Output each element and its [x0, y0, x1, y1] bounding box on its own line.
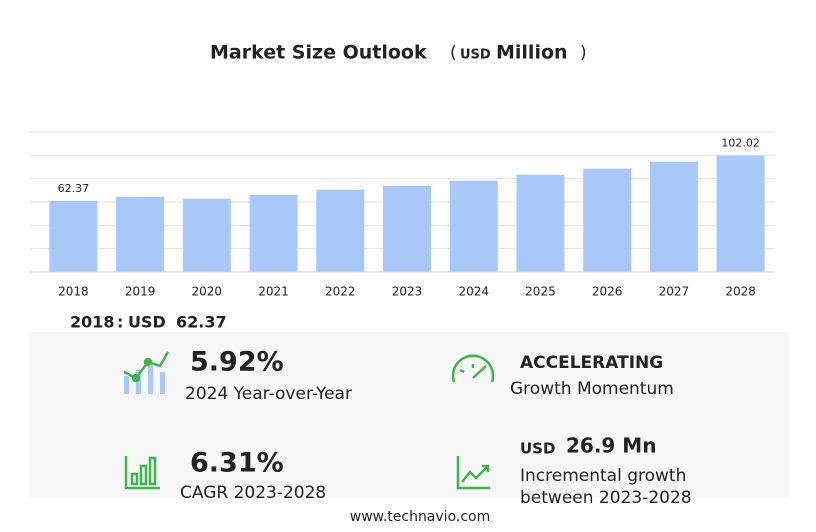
unit-close: ) — [580, 43, 587, 63]
stat-caption: between 2023-2028 — [520, 488, 692, 508]
bar — [249, 194, 298, 272]
x-tick-label: 2020 — [192, 285, 223, 299]
unit-currency: USD — [460, 48, 491, 63]
x-tick-label: 2027 — [659, 285, 690, 299]
bar — [182, 198, 231, 272]
x-tick-label: 2021 — [258, 285, 289, 299]
icon-growth — [456, 456, 490, 490]
stat-value: ACCELERATING — [520, 353, 663, 373]
unit-open: ( — [450, 43, 457, 63]
x-tick-label: 2025 — [525, 285, 556, 299]
bar — [716, 155, 765, 272]
base-value: 62.37 — [176, 313, 227, 332]
icon-yoy — [123, 351, 170, 394]
stat-caption: Incremental growth — [520, 466, 686, 486]
bar — [316, 189, 365, 272]
stat-currency: USD — [520, 440, 555, 458]
chart-title: Market Size Outlook — [210, 42, 427, 64]
x-tick-label: 2022 — [325, 285, 356, 299]
stat-value: 6.31% — [190, 448, 284, 479]
bar — [583, 168, 632, 272]
value-label: 62.37 — [58, 182, 90, 195]
bar — [516, 174, 565, 272]
icon-gauge — [451, 354, 495, 383]
icon-cagr — [124, 456, 160, 490]
x-tick-label: 2026 — [592, 285, 623, 299]
x-tick-label: 2024 — [458, 285, 489, 299]
bar — [49, 200, 98, 272]
stat-value: 5.92% — [190, 347, 284, 378]
x-tick-label: 2023 — [392, 285, 423, 299]
bar — [383, 185, 431, 272]
stat-caption: CAGR 2023-2028 — [180, 483, 326, 503]
footer: www.technavio.com — [350, 509, 491, 525]
value-label: 102.02 — [721, 137, 760, 150]
x-tick-label: 2018 — [58, 285, 89, 299]
bar — [649, 161, 698, 272]
stat-caption: Growth Momentum — [510, 379, 674, 399]
base-year: 2018 — [70, 313, 115, 332]
unit-name: Million — [496, 42, 568, 64]
stat-value: 26.9 Mn — [566, 434, 656, 458]
base-separator: : — [117, 313, 123, 332]
bar — [116, 196, 165, 272]
x-tick-label: 2028 — [725, 285, 756, 299]
stat-caption: 2024 Year-over-Year — [185, 384, 352, 404]
x-tick-label: 2019 — [125, 285, 156, 299]
bar — [449, 180, 498, 272]
summary-panel — [30, 332, 790, 497]
base-currency: USD — [128, 313, 166, 332]
